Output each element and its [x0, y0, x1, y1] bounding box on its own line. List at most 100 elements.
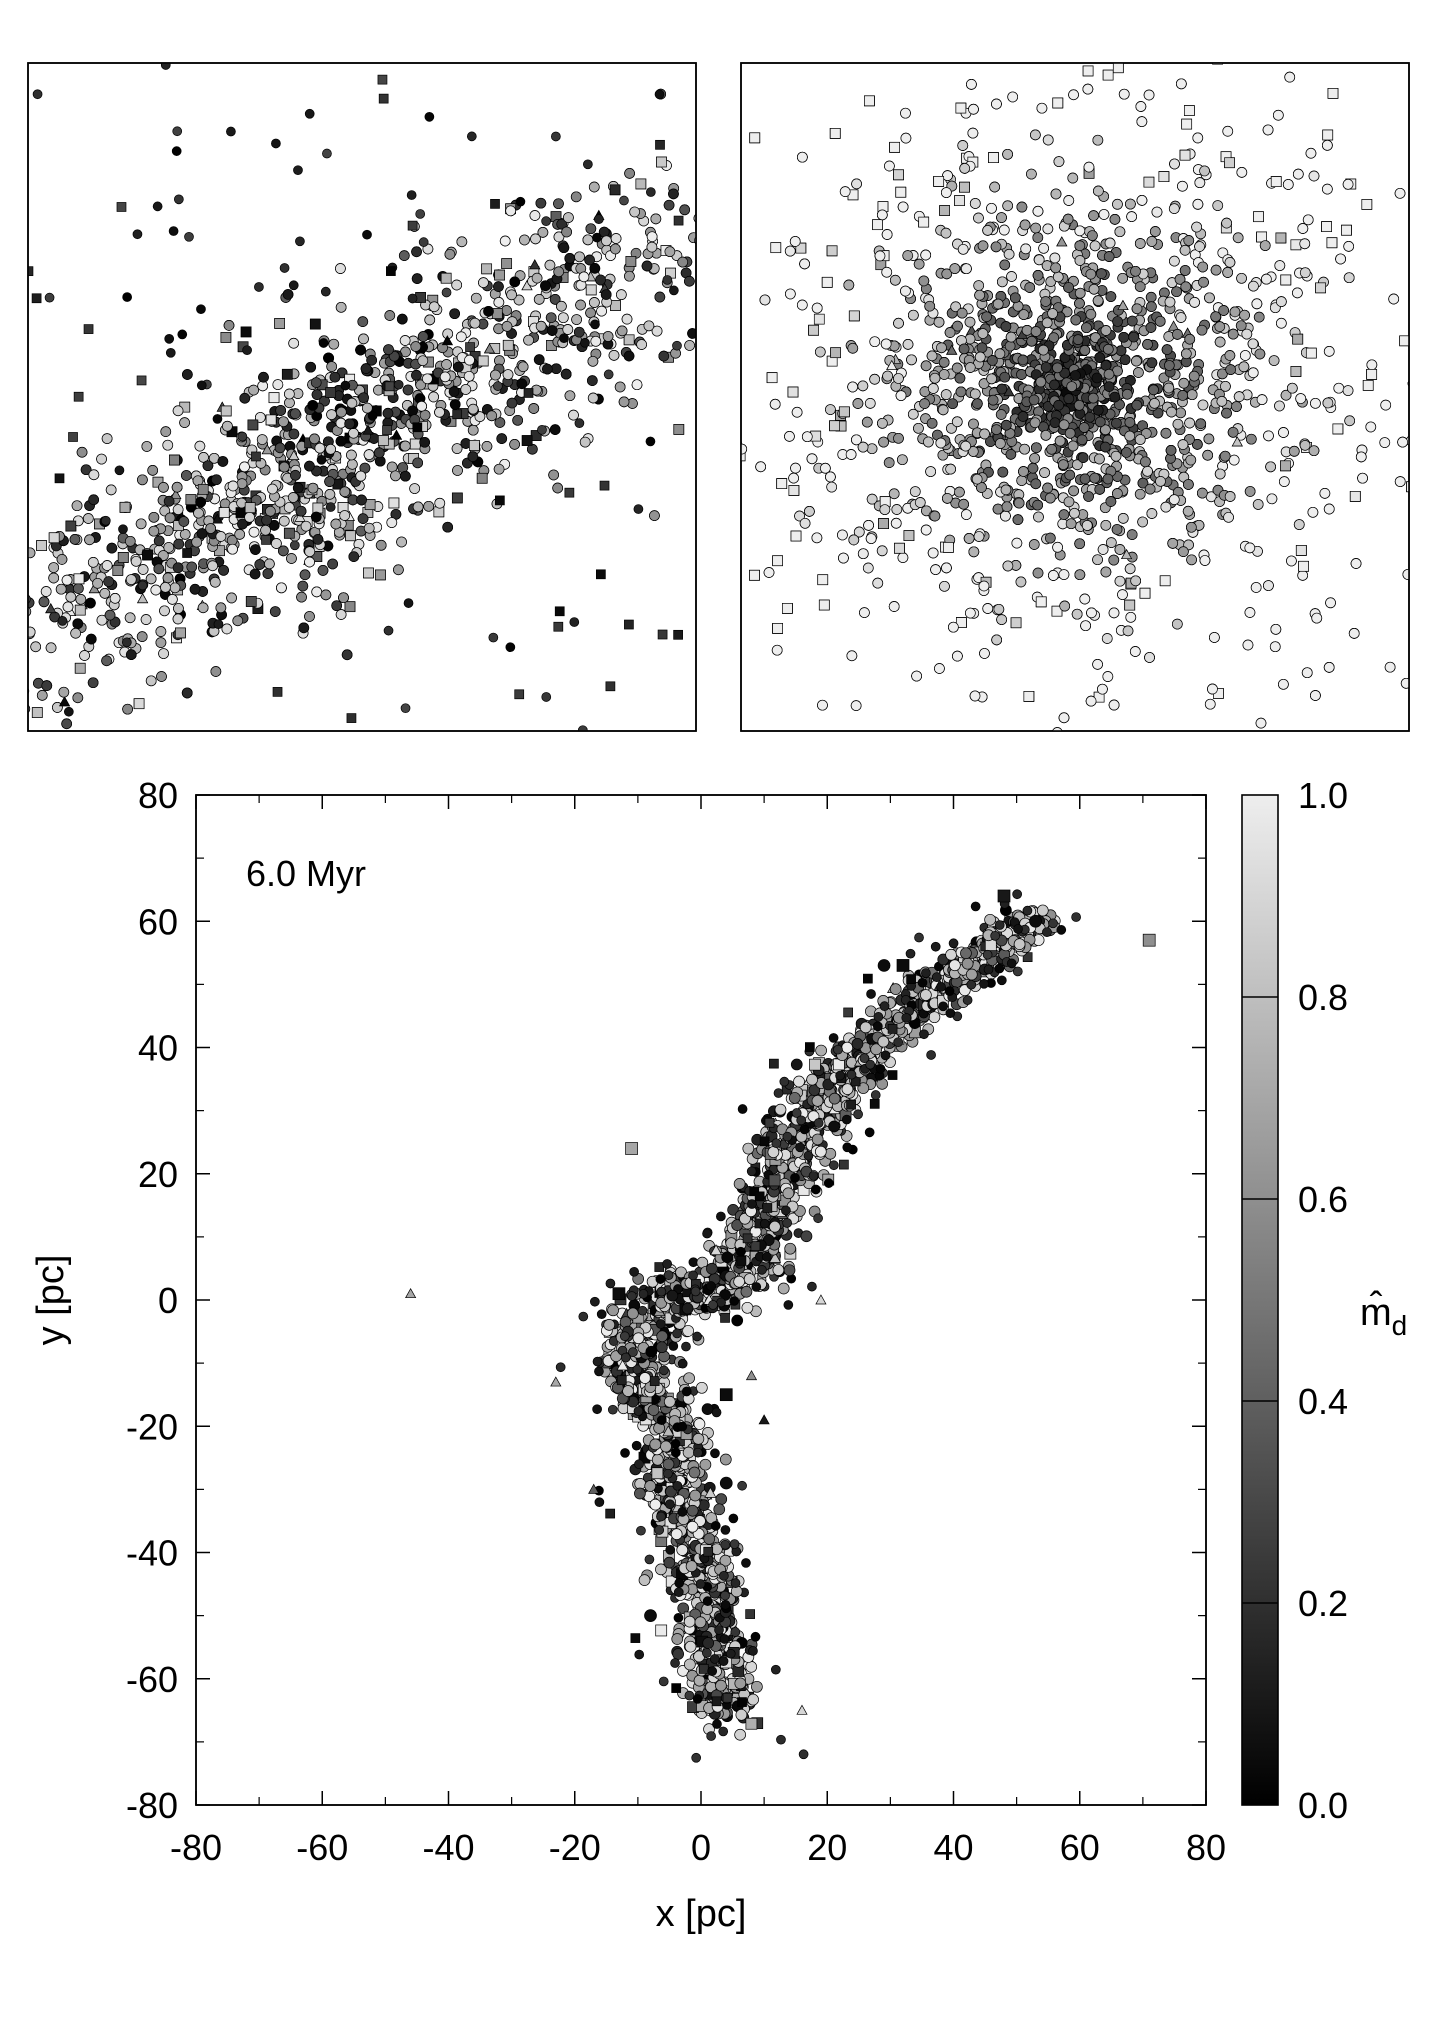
zoom-left-point: [588, 181, 600, 193]
zoom-left-sparse-point: [83, 324, 94, 334]
zoom-left-point: [625, 256, 637, 267]
zoom-left-point: [562, 324, 574, 335]
zoom-left-sparse-point: [289, 540, 300, 551]
zoom-left-point: [476, 472, 488, 484]
zoom-left-point: [537, 227, 549, 238]
zoom-left-point: [561, 226, 572, 238]
zoom-left-point: [709, 182, 719, 192]
zoom-left-point: [125, 649, 137, 660]
zoom-left-point: [11, 667, 21, 677]
zoom-left-point: [12, 670, 22, 680]
zoom-left-point: [74, 662, 86, 674]
zoom-left-point: [528, 403, 540, 414]
zoom-left-point: [541, 363, 553, 375]
zoom-left-point: [600, 289, 612, 300]
zoom-left-point: [326, 361, 338, 372]
zoom-left-point: [0, 610, 9, 620]
zoom-right-point: [1279, 826, 1289, 836]
zoom-left-point: [635, 178, 647, 190]
zoom-panel-left-points: [0, 32, 881, 731]
zoom-left-point: [407, 405, 418, 417]
zoom-left-point: [517, 361, 529, 373]
zoom-left-point: [398, 250, 410, 261]
zoom-left-point: [328, 338, 340, 350]
zoom-left-point: [265, 414, 277, 426]
zoom-left-point: [117, 552, 129, 563]
zoom-right-point: [902, 28, 912, 38]
zoom-left-point: [101, 560, 113, 571]
zoom-left-point: [135, 518, 147, 530]
zoom-left-sparse-point: [403, 598, 414, 608]
zoom-left-point: [12, 670, 22, 680]
zoom-left-point: [133, 698, 145, 710]
zoom-left-sparse-point: [382, 425, 392, 435]
zoom-right-point: [727, 318, 737, 328]
zoom-left-sparse-point: [493, 381, 503, 391]
zoom-left-point: [357, 513, 369, 524]
zoom-left-point: [137, 593, 149, 604]
zoom-right-point: [819, 29, 829, 39]
zoom-left-sparse-point: [495, 495, 505, 506]
zoom-left-point: [494, 269, 505, 281]
zoom-left-point: [260, 524, 271, 536]
zoom-left-point: [719, 340, 729, 350]
zoom-left-point: [314, 442, 326, 454]
zoom-left-point: [574, 251, 585, 263]
zoom-left-point: [585, 284, 597, 296]
zoom-left-sparse-point: [118, 524, 128, 535]
zoom-left-point: [136, 631, 148, 642]
zoom-left-point: [451, 492, 463, 504]
zoom-right-point: [1283, 747, 1293, 757]
zoom-left-point: [179, 529, 191, 540]
zoom-left-point: [519, 234, 530, 246]
zoom-left-point: [467, 403, 479, 415]
zoom-left-sparse-point: [31, 293, 42, 304]
zoom-left-point: [3, 599, 13, 609]
zoom-left-point: [163, 495, 175, 507]
zoom-left-point: [704, 198, 714, 208]
zoom-left-point: [300, 520, 312, 532]
zoom-left-sparse-point: [551, 131, 561, 142]
zoom-left-point: [687, 328, 696, 339]
zoom-left-sparse-point: [137, 580, 148, 591]
zoom-right-point: [716, 587, 726, 597]
zoom-left-point: [227, 480, 239, 492]
zoom-left-point: [668, 188, 679, 200]
zoom-left-point: [575, 299, 586, 311]
zoom-left-point: [573, 326, 585, 338]
zoom-left-point: [571, 314, 582, 325]
zoom-left-point: [283, 502, 295, 513]
zoom-left-sparse-point: [242, 345, 252, 356]
zoom-right-point: [1423, 445, 1431, 455]
zoom-left-point: [137, 564, 149, 575]
zoom-left-point: [386, 461, 398, 473]
zoom-left-sparse-point: [559, 333, 569, 344]
zoom-left-point: [710, 150, 720, 160]
zoom-left-point: [292, 482, 304, 494]
zoom-left-point: [658, 350, 670, 362]
zoom-left-point: [172, 504, 184, 515]
zoom-left-point: [699, 174, 709, 184]
zoom-left-point: [871, 32, 881, 42]
zoom-left-point: [388, 497, 400, 509]
zoom-left-point: [358, 392, 369, 404]
zoom-left-point: [434, 497, 446, 509]
zoom-left-point: [38, 596, 50, 608]
zoom-left-sparse-point: [378, 93, 389, 104]
zoom-left-point: [156, 671, 167, 682]
zoom-left-point: [363, 567, 374, 579]
zoom-left-sparse-point: [100, 515, 111, 526]
zoom-left-point: [545, 312, 557, 324]
zoom-left-point: [548, 469, 559, 481]
zoom-left-point: [348, 551, 360, 563]
zoom-left-point: [85, 597, 96, 609]
zoom-left-point: [463, 370, 475, 382]
zoom-left-point: [330, 518, 342, 530]
zoom-left-point: [0, 554, 3, 564]
zoom-left-point: [0, 606, 2, 616]
zoom-left-point: [327, 558, 338, 570]
zoom-left-sparse-point: [645, 187, 656, 197]
zoom-right-point: [714, 319, 724, 329]
zoom-left-point: [207, 560, 218, 572]
zoom-left-point: [701, 209, 711, 219]
